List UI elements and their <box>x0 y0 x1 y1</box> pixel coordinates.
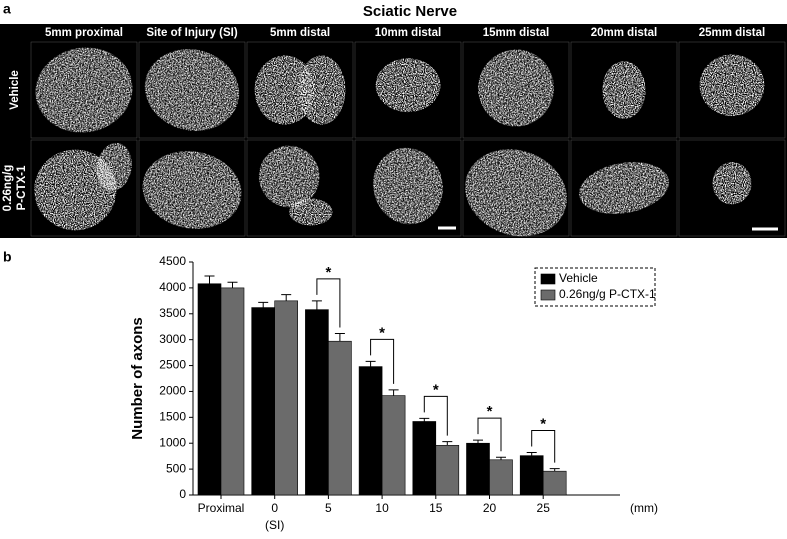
significance-bracket <box>531 430 556 463</box>
significance-bracket <box>423 395 448 436</box>
bar <box>251 307 275 496</box>
bar <box>412 421 437 496</box>
legend-label: Vehicle <box>559 271 598 285</box>
y-tick-label: 500 <box>166 461 186 475</box>
nerve-section <box>96 143 132 191</box>
significance-label: * <box>433 381 439 398</box>
significance-label: * <box>379 324 385 341</box>
nerve-section <box>35 47 133 133</box>
y-tick-label: 1000 <box>159 435 186 449</box>
x-tick-label: 15 <box>429 501 443 515</box>
bar <box>220 287 245 496</box>
x-tick-label: 0 <box>271 501 278 515</box>
bar <box>519 455 544 496</box>
bar <box>489 459 513 496</box>
significance-bracket <box>316 278 341 328</box>
bar <box>328 340 352 496</box>
x-tick-label: 5 <box>325 501 332 515</box>
column-header: 5mm proximal <box>45 27 123 39</box>
bar <box>381 395 406 496</box>
bar <box>305 309 329 496</box>
error-bar <box>419 417 430 422</box>
legend-swatch <box>540 273 556 285</box>
nerve-section <box>34 149 117 231</box>
column-header: Site of Injury (SI) <box>146 27 238 39</box>
nerve-section <box>373 147 443 225</box>
y-tick-label: 4500 <box>159 254 186 268</box>
nerve-section <box>289 198 333 226</box>
row-label: Vehicle <box>9 70 21 110</box>
legend-swatch <box>540 289 556 301</box>
nerve-section <box>699 54 765 116</box>
error-bar <box>334 332 345 342</box>
panel-label: b <box>3 249 12 265</box>
legend-label: 0.26ng/g P-CTX-1 <box>559 287 656 301</box>
error-bar <box>496 456 506 460</box>
nerve-section <box>297 55 346 125</box>
error-bar <box>365 360 376 367</box>
y-axis-label: Number of axons <box>129 317 146 440</box>
column-header: 5mm distal <box>270 27 330 39</box>
error-bar <box>388 389 399 396</box>
significance-bracket <box>477 417 502 452</box>
panel-label: a <box>3 1 11 17</box>
y-tick-label: 1500 <box>159 410 186 424</box>
nerve-section <box>254 55 316 125</box>
x-tick-label: 10 <box>375 501 389 515</box>
nerve-section <box>712 162 752 205</box>
y-tick-label: 3000 <box>159 332 186 346</box>
error-bar <box>311 300 322 310</box>
nerve-section <box>602 61 646 119</box>
nerve-section <box>579 162 669 214</box>
y-tick-label: 3500 <box>159 306 186 320</box>
nerve-section <box>375 58 441 113</box>
row-label: 0.26ng/g <box>2 165 14 212</box>
bar <box>197 283 222 496</box>
x-tick-label: 25 <box>537 501 551 515</box>
row-label: P-CTX-1 <box>16 165 28 210</box>
x-note: (SI) <box>265 518 284 532</box>
y-tick-label: 2000 <box>159 384 186 398</box>
column-header: 25mm distal <box>699 27 765 39</box>
significance-label: * <box>487 403 493 420</box>
nerve-section <box>142 151 242 229</box>
error-bar <box>473 439 483 444</box>
column-header: 15mm distal <box>483 27 549 39</box>
x-tick-label: Proximal <box>198 501 245 515</box>
x-tick-label: 20 <box>483 501 497 515</box>
error-bar <box>204 275 215 284</box>
column-header: 20mm distal <box>591 27 657 39</box>
column-header: 10mm distal <box>375 27 441 39</box>
nerve-section <box>478 49 554 127</box>
error-bar <box>549 468 560 472</box>
bar <box>542 470 567 496</box>
significance-label: * <box>540 416 546 433</box>
image-grid: 5mm proximal Site of Injury (SI) 5mm dista… <box>2 27 786 237</box>
error-bar <box>442 441 453 446</box>
nerve-section <box>258 145 320 208</box>
y-tick-label: 4000 <box>159 280 186 294</box>
bar <box>466 442 490 496</box>
error-bar <box>227 281 238 288</box>
bar <box>435 444 460 496</box>
significance-bracket <box>370 338 395 384</box>
x-axis-label: (mm) <box>630 501 658 515</box>
y-tick-label: 2500 <box>159 358 186 372</box>
bar <box>274 300 299 496</box>
nerve-section <box>465 149 567 237</box>
figure-title: Sciatic Nerve <box>363 3 457 20</box>
error-bar <box>258 301 269 308</box>
error-bar <box>526 452 537 456</box>
bar <box>358 366 383 496</box>
y-tick-label: 0 <box>179 487 186 501</box>
error-bar <box>281 294 292 301</box>
significance-label: * <box>325 264 331 281</box>
nerve-section <box>144 49 240 131</box>
